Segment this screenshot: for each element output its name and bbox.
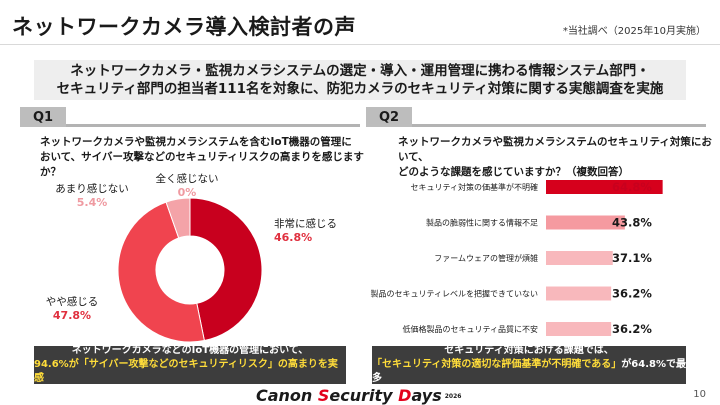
q2-question-line-1: ネットワークカメラや監視カメラシステムのセキュリティ対策において、 [398,136,712,163]
survey-note: *当社調べ（2025年10月実施） [562,26,706,37]
q2-caption-line-2: 「セキュリティ対策の適切な評価基準が不明確である」が64.8%で最多 [372,358,686,386]
q1-header: Q1 [20,107,360,127]
donut-slice-not-much [165,197,191,239]
bar-value-label: 43.8% [612,216,652,230]
logo-year: 2026 [444,393,462,400]
logo-part: ays [411,386,442,405]
q1-caption-highlight: 94.6%が「サイバー攻撃などのセキュリティリスク」の高まりを実感 [34,359,338,384]
slice-label-text: 全く感じない [155,173,219,185]
q1-question-line-2: おいて、サイバー攻撃などのセキュリティリスクの高まりを感じますか？ [40,151,364,178]
q1-caption-line-1: ネットワークカメラなどのIoT機器の管理において、 [71,345,309,356]
banner-line-1: ネットワークカメラ・監視カメラシステムの選定・導入・運用管理に携わる情報システム… [70,63,650,79]
slice-label-text: あまり感じない [55,183,129,195]
survey-summary-banner: ネットワークカメラ・監視カメラシステムの選定・導入・運用管理に携わる情報システム… [34,60,686,100]
q2-caption-tail: が64.8%で最多 [372,359,687,384]
q1-tab-label: Q1 [20,107,66,127]
logo-part: ecurity [329,386,399,405]
slice-label-text: やや感じる [45,296,99,308]
bar-value-label: 37.1% [612,251,652,265]
donut-label-somewhat: やや感じる 47.8% [40,295,104,323]
bar-value-label: 64.8% [612,180,652,194]
bar-value-label: 36.2% [612,322,652,336]
q2-caption-highlight: 「セキュリティ対策の適切な評価基準が不明確である」 [372,359,622,370]
donut-label-not-much: あまり感じない 5.4% [52,182,132,210]
q2-tab-label: Q2 [366,107,412,127]
q2-question: ネットワークカメラや監視カメラシステムのセキュリティ対策において、 どのような課… [398,135,713,180]
donut-label-not-at-all: 全く感じない 0% [152,172,222,200]
slice-value: 47.8% [52,309,92,322]
bar-2 [546,215,625,230]
q1-question-line-1: ネットワークカメラや監視カメラシステムを含むIoT機器の管理に [40,136,352,148]
bar-5 [546,322,612,336]
logo-accent: S [317,386,330,405]
slice-value: 46.8% [274,231,313,244]
bar-category-label: 製品のセキュリティレベルを把握できていない [370,289,538,299]
page-number: 10 [693,389,706,400]
page-title: ネットワークカメラ導入検討者の声 [12,15,356,39]
donut-slice-very-much [189,197,263,342]
bar-category-label: 低価格製品のセキュリティ品質に不安 [402,324,538,334]
logo-part: Canon [256,386,318,405]
title-divider [0,44,720,45]
q2-caption: セキュリティ対策における課題では、 「セキュリティ対策の適切な評価基準が不明確で… [372,345,686,386]
q1-caption: ネットワークカメラなどのIoT機器の管理において、 94.6%が「サイバー攻撃な… [34,345,346,384]
slice-value: 5.4% [76,196,108,209]
q2-header: Q2 [366,107,706,127]
slice-label-text: 非常に感じる [274,218,337,230]
bar-4 [546,286,612,301]
bar-category-label: セキュリティ対策の価基準が不明確 [410,182,538,192]
logo-accent: D [398,386,412,405]
banner-line-2: セキュリティ部門の担当者111名を対象に、防犯カメラのセキュリティ対策に関する実… [56,81,664,97]
slice-value: 0% [177,186,197,199]
q1-question: ネットワークカメラや監視カメラシステムを含むIoT機器の管理に おいて、サイバー… [40,135,370,180]
donut-slice-somewhat [117,201,205,343]
bar-value-label: 36.2% [612,287,652,301]
event-logo: Canon Security Days 2026 [256,386,461,405]
bar-category-label: ファームウェアの管理が煩雑 [434,253,538,263]
q2-question-line-2: どのような課題を感じていますか？（複数回答） [398,166,629,178]
bar-1 [546,180,663,194]
bar-3 [546,251,613,265]
donut-label-very-much: 非常に感じる 46.8% [274,217,344,245]
bar-category-label: 製品の脆弱性に関する情報不足 [426,218,538,228]
q2-caption-line-1: セキュリティ対策における課題では、 [444,345,614,356]
